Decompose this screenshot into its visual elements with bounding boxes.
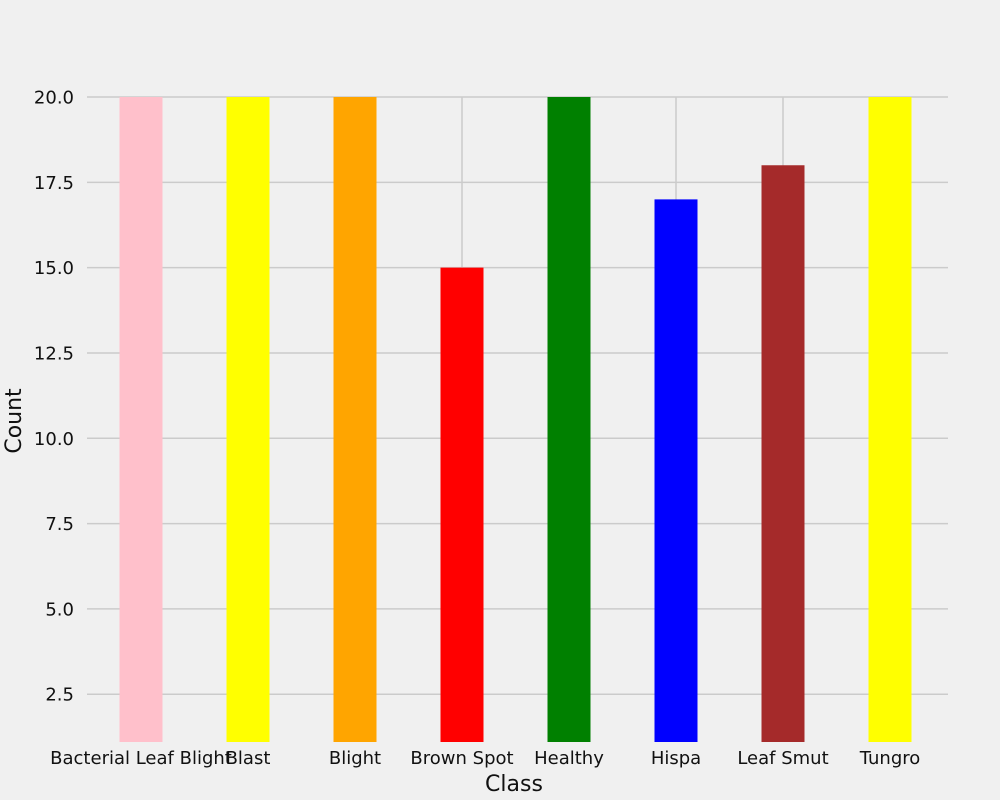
y-tick-label: 2.5 [45, 685, 74, 706]
x-tick-label: Blight [329, 748, 381, 769]
bars [119, 97, 912, 742]
bar-blast [226, 97, 270, 742]
y-tick-label: 10.0 [34, 429, 74, 450]
bar-leaf-smut [761, 165, 805, 742]
x-tick-label: Hispa [651, 748, 701, 769]
y-tick-label: 5.0 [45, 599, 74, 620]
y-tick-label: 15.0 [34, 258, 74, 279]
y-tick-label: 12.5 [34, 343, 74, 364]
x-axis-label: Class [485, 772, 543, 797]
grid-lines [87, 96, 948, 742]
x-tick-label: Leaf Smut [737, 748, 828, 769]
bar-bacterial-leaf-blight [119, 97, 163, 742]
y-tick-label: 7.5 [45, 514, 74, 535]
y-tick-label: 17.5 [34, 173, 74, 194]
bar-healthy [547, 97, 591, 742]
x-tick-label: Tungro [859, 748, 921, 769]
x-tick-label: Blast [226, 748, 271, 769]
y-tick-label: 20.0 [34, 88, 74, 109]
x-tick-label: Healthy [534, 748, 604, 769]
x-tick-label: Brown Spot [410, 748, 513, 769]
bar-brown-spot [440, 267, 484, 742]
bar-hispa [654, 199, 698, 742]
y-tick-labels: 2.5 5.0 7.5 10.0 12.5 15.0 17.5 20.0 [34, 88, 74, 706]
bar-tungro [868, 97, 912, 742]
bar-blight [333, 97, 377, 742]
x-tick-label: Bacterial Leaf Blight [50, 748, 232, 769]
y-axis-label: Count [2, 388, 27, 454]
